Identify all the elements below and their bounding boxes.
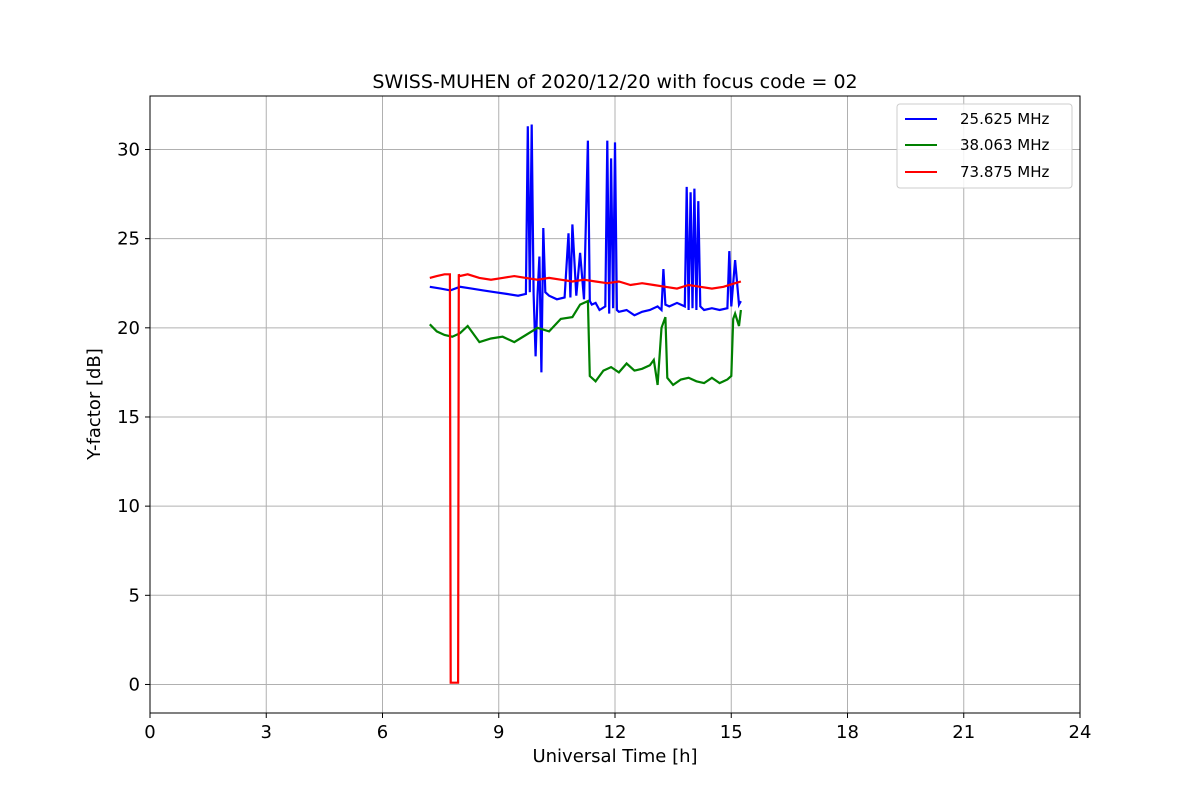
- x-tick-label: 6: [377, 722, 388, 743]
- x-tick-label: 24: [1069, 722, 1092, 743]
- y-axis-label: Y-factor [dB]: [84, 348, 105, 461]
- x-tick-label: 0: [144, 722, 155, 743]
- x-axis-label: Universal Time [h]: [532, 746, 697, 767]
- x-tick-label: 3: [261, 722, 272, 743]
- x-tick-label: 21: [952, 722, 975, 743]
- x-tick-label: 12: [604, 722, 627, 743]
- series-line-38063: [429, 299, 742, 387]
- y-tick-label: 20: [117, 318, 140, 339]
- x-tick-label: 15: [720, 722, 743, 743]
- legend: 25.625 MHz 38.063 MHz 73.875 MHz: [896, 103, 1073, 189]
- ticks: 0 3 6 9 12 15 18 21 24 0 5 10 15 20 25 30: [117, 139, 1091, 743]
- legend-box: [896, 103, 1073, 189]
- series-line-25625: [429, 124, 742, 373]
- y-tick-label: 25: [117, 229, 140, 250]
- y-tick-label: 0: [129, 674, 140, 695]
- x-tick-label: 18: [836, 722, 859, 743]
- legend-label-38063: 38.063 MHz: [960, 136, 1049, 154]
- y-tick-label: 30: [117, 139, 140, 160]
- chart-title: SWISS-MUHEN of 2020/12/20 with focus cod…: [372, 71, 857, 93]
- series-line-73875: [429, 273, 742, 684]
- x-tick-label: 9: [493, 722, 504, 743]
- legend-label-25625: 25.625 MHz: [960, 110, 1049, 128]
- y-tick-label: 5: [129, 585, 140, 606]
- legend-label-73875: 73.875 MHz: [960, 163, 1049, 181]
- series-area: [429, 124, 742, 684]
- y-tick-label: 10: [117, 496, 140, 517]
- y-tick-label: 15: [117, 407, 140, 428]
